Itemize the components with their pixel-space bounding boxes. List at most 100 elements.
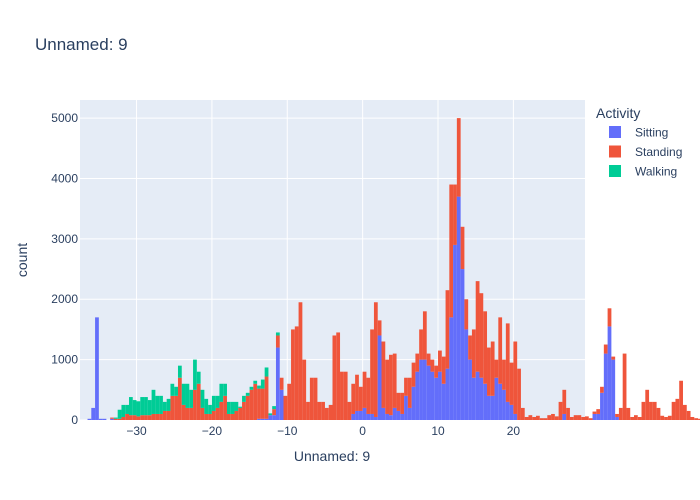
bar-standing[interactable]: [630, 416, 634, 420]
bar-standing[interactable]: [596, 409, 601, 414]
bar-standing[interactable]: [159, 413, 163, 420]
bar-standing[interactable]: [679, 380, 683, 420]
bar-standing[interactable]: [343, 371, 348, 420]
bar-standing[interactable]: [351, 383, 356, 414]
bar-standing[interactable]: [656, 407, 661, 420]
bar-sitting[interactable]: [596, 413, 601, 420]
bar-walking[interactable]: [257, 385, 261, 389]
bar-standing[interactable]: [667, 415, 672, 420]
bar-standing[interactable]: [494, 359, 499, 378]
bar-standing[interactable]: [230, 413, 235, 420]
bar-standing[interactable]: [151, 413, 156, 420]
bar-standing[interactable]: [162, 410, 167, 420]
bar-standing[interactable]: [309, 377, 314, 420]
bar-sitting[interactable]: [562, 413, 567, 420]
bar-sitting[interactable]: [279, 389, 284, 420]
bar-sitting[interactable]: [385, 413, 390, 420]
bar-standing[interactable]: [283, 395, 288, 420]
bar-walking[interactable]: [260, 379, 265, 389]
bar-standing[interactable]: [317, 401, 322, 420]
bar-walking[interactable]: [208, 404, 212, 414]
bar-standing[interactable]: [422, 311, 427, 360]
bar-sitting[interactable]: [434, 377, 439, 420]
bar-sitting[interactable]: [396, 410, 401, 420]
bar-sitting[interactable]: [494, 377, 499, 420]
bar-standing[interactable]: [577, 415, 582, 420]
bar-standing[interactable]: [686, 410, 691, 420]
bar-sitting[interactable]: [600, 392, 604, 420]
bar-sitting[interactable]: [483, 383, 488, 420]
bar-standing[interactable]: [279, 377, 284, 390]
bar-standing[interactable]: [517, 368, 521, 420]
bar-sitting[interactable]: [268, 415, 273, 420]
bar-standing[interactable]: [536, 415, 540, 420]
bar-standing[interactable]: [483, 311, 488, 384]
bar-walking[interactable]: [174, 386, 178, 396]
bar-standing[interactable]: [675, 398, 680, 420]
bar-standing[interactable]: [136, 416, 141, 420]
bar-standing[interactable]: [502, 359, 506, 390]
bar-standing[interactable]: [633, 415, 638, 420]
bar-standing[interactable]: [539, 418, 544, 420]
bar-standing[interactable]: [456, 118, 461, 197]
bar-sitting[interactable]: [373, 416, 378, 420]
bar-standing[interactable]: [249, 389, 254, 420]
bar-standing[interactable]: [257, 388, 261, 419]
bar-sitting[interactable]: [479, 377, 484, 420]
bar-walking[interactable]: [166, 398, 171, 411]
bar-standing[interactable]: [140, 415, 145, 420]
bar-walking[interactable]: [238, 406, 243, 408]
bar-sitting[interactable]: [603, 353, 608, 420]
bar-standing[interactable]: [569, 416, 574, 420]
bar-sitting[interactable]: [404, 395, 408, 420]
bar-standing[interactable]: [204, 413, 209, 420]
bar-sitting[interactable]: [464, 329, 469, 420]
bar-sitting[interactable]: [592, 413, 597, 420]
bar-standing[interactable]: [324, 407, 329, 420]
bar-standing[interactable]: [573, 415, 578, 420]
bar-standing[interactable]: [475, 281, 480, 372]
bar-standing[interactable]: [200, 407, 205, 420]
bar-standing[interactable]: [434, 365, 439, 378]
bar-sitting[interactable]: [355, 410, 359, 420]
bar-standing[interactable]: [449, 184, 454, 318]
bar-standing[interactable]: [645, 389, 650, 420]
bar-walking[interactable]: [193, 359, 197, 390]
bar-standing[interactable]: [471, 329, 476, 378]
bar-standing[interactable]: [490, 341, 495, 396]
bar-walking[interactable]: [147, 400, 152, 416]
bar-standing[interactable]: [660, 415, 665, 420]
bar-sitting[interactable]: [110, 418, 114, 420]
bar-standing[interactable]: [396, 392, 401, 411]
bar-walking[interactable]: [128, 397, 133, 416]
bar-standing[interactable]: [260, 388, 265, 419]
bar-standing[interactable]: [626, 407, 631, 420]
bar-standing[interactable]: [592, 411, 597, 414]
bar-sitting[interactable]: [430, 371, 435, 420]
legend[interactable]: Activity Sitting Standing Walking: [596, 105, 682, 179]
bar-sitting[interactable]: [407, 407, 412, 420]
bar-standing[interactable]: [219, 401, 224, 420]
bar-standing[interactable]: [193, 389, 197, 420]
bar-walking[interactable]: [113, 417, 118, 419]
bar-standing[interactable]: [468, 335, 472, 360]
bar-walking[interactable]: [204, 398, 209, 414]
bar-standing[interactable]: [498, 317, 503, 384]
bar-walking[interactable]: [125, 404, 129, 414]
bar-sitting[interactable]: [498, 383, 503, 420]
bar-standing[interactable]: [607, 308, 612, 327]
bar-standing[interactable]: [652, 401, 657, 420]
bar-standing[interactable]: [170, 395, 175, 420]
bar-sitting[interactable]: [260, 418, 265, 420]
bar-sitting[interactable]: [487, 395, 491, 420]
bar-standing[interactable]: [132, 415, 137, 420]
bar-walking[interactable]: [136, 401, 141, 417]
bar-standing[interactable]: [155, 413, 160, 420]
bar-standing[interactable]: [419, 329, 423, 360]
bar-standing[interactable]: [426, 353, 431, 366]
bar-sitting[interactable]: [264, 418, 269, 420]
bar-sitting[interactable]: [509, 404, 514, 420]
bar-sitting[interactable]: [98, 418, 103, 420]
bar-walking[interactable]: [140, 397, 145, 416]
bar-standing[interactable]: [603, 344, 608, 354]
